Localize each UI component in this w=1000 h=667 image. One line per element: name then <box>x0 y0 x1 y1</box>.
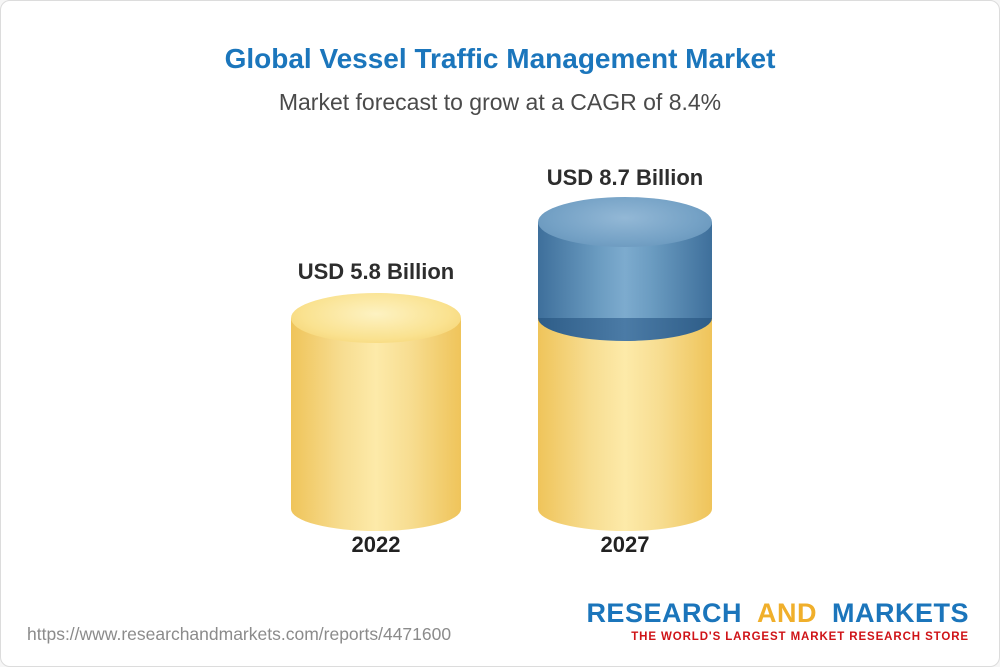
logo-word-and: AND <box>756 598 817 628</box>
chart-title: Global Vessel Traffic Management Market <box>224 43 776 74</box>
x-axis-label-2027: 2027 <box>600 532 650 557</box>
logo-word-markets: MARKETS <box>832 598 969 628</box>
research-and-markets-logo: RESEARCH AND MARKETS THE WORLD'S LARGEST… <box>586 600 969 644</box>
value-label-2022: USD 5.8 Billion <box>297 259 455 284</box>
bar-2027 <box>538 197 712 532</box>
bar-2022 <box>291 292 461 532</box>
logo-word-research: RESEARCH <box>586 598 742 628</box>
logo-wordmark: RESEARCH AND MARKETS <box>586 600 969 627</box>
bar-2027-growth-segment <box>538 197 712 318</box>
report-url: https://www.researchandmarkets.com/repor… <box>27 624 452 644</box>
bar-2022-base-segment <box>291 292 461 532</box>
bar-2027-base-segment <box>538 294 712 532</box>
chart-subtitle: Market forecast to grow at a CAGR of 8.4… <box>278 89 722 115</box>
value-label-2027: USD 8.7 Billion <box>546 165 704 190</box>
x-axis-label-2022: 2022 <box>351 532 401 557</box>
logo-tagline: THE WORLD'S LARGEST MARKET RESEARCH STOR… <box>631 631 969 643</box>
